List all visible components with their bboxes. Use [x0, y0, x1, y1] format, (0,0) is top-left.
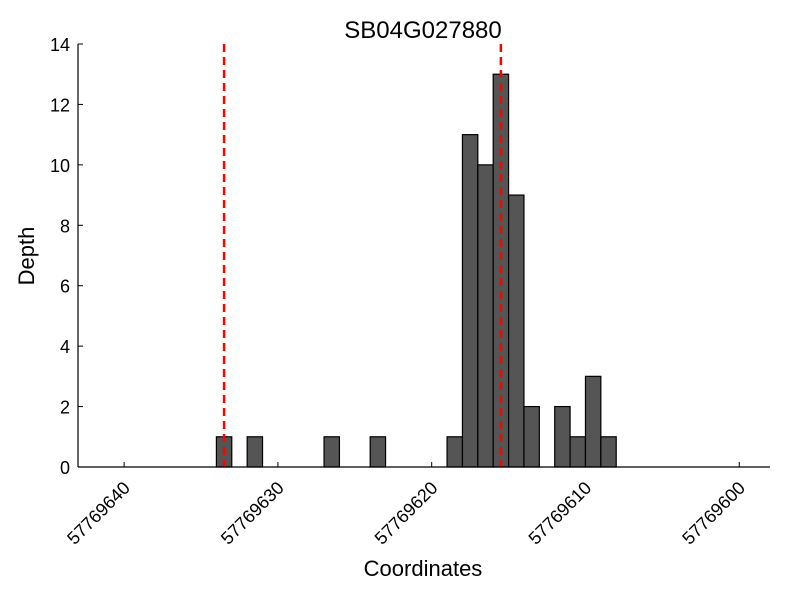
x-axis-label: Coordinates [364, 556, 483, 581]
bars-group [215, 73, 617, 468]
x-tick-label: 57769610 [525, 478, 596, 549]
bar [554, 405, 571, 468]
y-tick-label: 2 [60, 398, 70, 418]
bar [507, 194, 525, 468]
y-tick-label: 4 [60, 337, 70, 357]
bar [477, 164, 494, 468]
y-tick-label: 0 [60, 458, 70, 478]
bar [600, 436, 617, 468]
bar [461, 134, 479, 468]
bar [446, 436, 464, 468]
bar [369, 436, 387, 468]
y-tick-label: 8 [60, 216, 70, 236]
x-tick-label: 57769630 [217, 478, 288, 549]
axes-group: 0 2 4 6 8 10 12 14 57769640 57769630 57769620 57769… [50, 35, 770, 548]
bar [569, 436, 587, 468]
vlines-group [222, 44, 503, 467]
bar [523, 405, 540, 468]
bar [323, 436, 341, 468]
chart-title: SB04G027880 [344, 17, 501, 44]
x-tick-label: 57769640 [63, 478, 134, 549]
x-tick-label: 57769620 [371, 478, 442, 549]
y-tick-label: 12 [50, 95, 70, 115]
y-tick-label: 6 [60, 277, 70, 297]
bar [246, 436, 264, 468]
y-axis-label: Depth [14, 227, 39, 286]
y-tick-label: 14 [50, 35, 70, 55]
x-tick-label: 57769600 [678, 478, 749, 549]
bar [584, 375, 602, 468]
y-tick-label: 10 [50, 156, 70, 176]
